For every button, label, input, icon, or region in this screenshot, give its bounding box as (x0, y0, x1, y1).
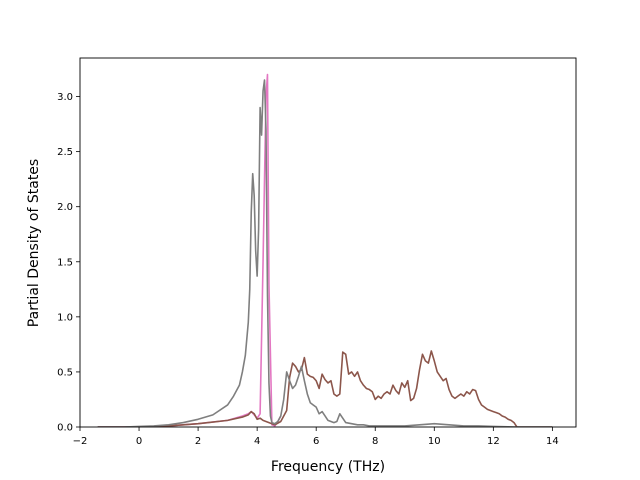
x-tick-label: 8 (372, 436, 378, 447)
y-tick-label: 0.0 (57, 423, 73, 434)
x-tick-label: 6 (313, 436, 319, 447)
x-tick-label: −2 (73, 436, 88, 447)
y-tick-label: 3.0 (57, 92, 73, 103)
x-tick-label: 12 (487, 436, 500, 447)
y-tick-label: 2.0 (57, 202, 73, 213)
x-tick-label: 2 (195, 436, 201, 447)
y-tick-label: 2.5 (57, 147, 73, 158)
y-tick-label: 0.5 (57, 367, 73, 378)
x-tick-label: 10 (428, 436, 441, 447)
series-lines (97, 73, 553, 427)
axes-frame (79, 57, 577, 428)
x-tick-label: 0 (136, 436, 142, 447)
series-line-3 (97, 79, 553, 427)
y-axis-ticks: 0.0 0.5 1.0 1.5 2.0 2.5 3.0 (57, 92, 80, 434)
x-tick-label: 4 (254, 436, 260, 447)
x-tick-label: 14 (546, 436, 559, 447)
series-line-1 (97, 73, 282, 427)
y-tick-label: 1.5 (57, 257, 73, 268)
y-tick-label: 1.0 (57, 312, 73, 323)
x-axis-ticks: −2 0 2 4 6 8 10 12 14 (73, 427, 559, 447)
x-axis-label: Frequency (THz) (271, 459, 385, 475)
y-axis-label: Partial Density of States (26, 159, 42, 327)
series-line-2 (97, 350, 553, 427)
